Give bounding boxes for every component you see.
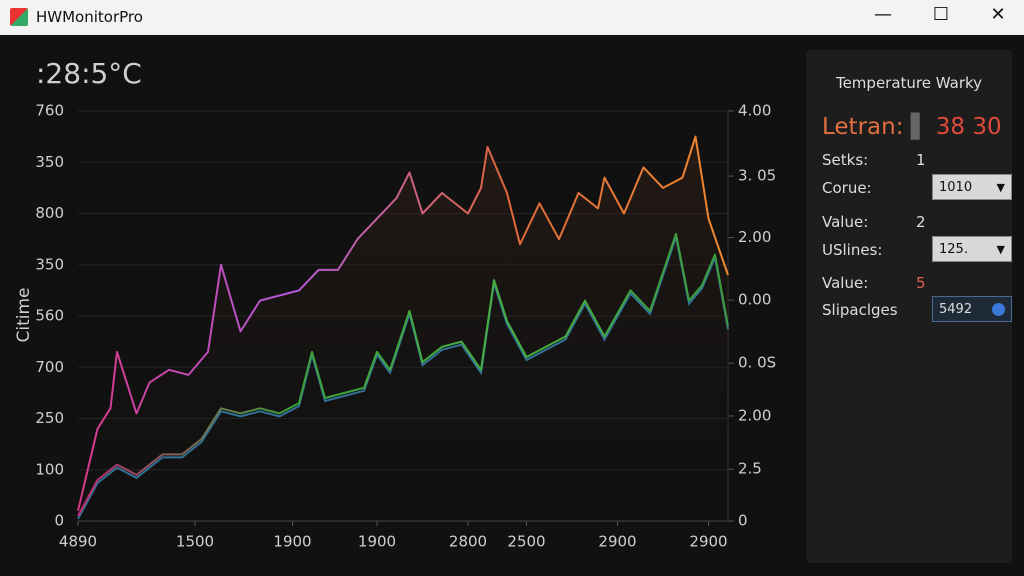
y-tick-label: 350 — [35, 255, 64, 273]
y-axis-label: Citime — [14, 287, 34, 342]
app-icon — [10, 8, 28, 26]
y2-tick-label: 3. 05 — [738, 167, 776, 185]
y-tick-label: 250 — [35, 409, 64, 427]
y-tick-label: 0 — [54, 512, 64, 530]
x-tick-label: 2800 — [449, 533, 487, 551]
row-label: Value: — [822, 213, 869, 231]
y-tick-label: 700 — [35, 358, 64, 376]
y2-tick-label: 0.00 — [738, 291, 771, 309]
row-label: Slipaclges — [822, 301, 898, 319]
dropdown-value: 1010 — [939, 180, 973, 195]
y-tick-label: 350 — [35, 153, 64, 171]
y2-tick-label: 0. 0S — [738, 354, 776, 372]
panel-row: Value: 2 — [822, 208, 1002, 236]
row-value: 5 — [916, 274, 926, 292]
chart: :28:5°C Citime 760 350 800 350 560 700 250 100 0… — [14, 57, 776, 551]
panel-row: Corue: 1010 ▼ — [822, 174, 1012, 202]
dropdown-value: 125. — [939, 242, 968, 257]
window-title: HWMonitorPro — [36, 8, 143, 26]
series-line — [77, 233, 729, 517]
row-label: USlines: — [822, 241, 883, 259]
row-value: 2 — [916, 213, 926, 231]
y-tick-label: 100 — [35, 460, 64, 478]
panel-row: Value: 5 — [822, 269, 1002, 297]
maximize[interactable]: ☐ — [932, 4, 950, 25]
series-line — [77, 135, 729, 512]
x-tick-label: 1900 — [358, 533, 396, 551]
y2-tick-label: 2.00 — [738, 228, 771, 246]
title-bar: HWMonitorPro — ☐ ✕ — [0, 0, 1024, 35]
row-value: 1 — [916, 151, 926, 169]
dropdown[interactable]: 1010 ▼ — [932, 174, 1012, 200]
row-label: Value: — [822, 274, 869, 292]
y-tick-label: 760 — [35, 102, 64, 120]
y-tick-label: 560 — [35, 307, 64, 325]
y2-tick-label: 2.5 — [738, 460, 762, 478]
input-value: 5492 — [939, 302, 973, 317]
minimize[interactable]: — — [874, 4, 892, 25]
x-tick-label: 4890 — [59, 533, 97, 551]
panel-row: Slipaclges 5492 — [822, 296, 1012, 324]
y2-tick-label: 4.00 — [738, 102, 771, 120]
close[interactable]: ✕ — [990, 4, 1006, 25]
panel-row: Setks: 1 — [822, 146, 1002, 174]
row-label: Corue: — [822, 179, 872, 197]
readout-value: 38 30 — [935, 114, 1002, 140]
y2-tick-label: 0 — [738, 512, 748, 530]
readout: :28:5°C — [36, 57, 142, 90]
input[interactable]: 5492 — [932, 296, 1012, 322]
side-panel: Temperature Warky Letran: ▌ 38 30 Setks:… — [806, 50, 1012, 563]
x-tick-label: 2900 — [598, 533, 636, 551]
panel-row: USlines: 125. ▼ — [822, 236, 1012, 264]
x-tick-label: 1500 — [176, 533, 214, 551]
x-tick-label: 2900 — [689, 533, 727, 551]
panel-title: Temperature Warky — [835, 74, 983, 92]
dropdown[interactable]: 125. ▼ — [932, 236, 1012, 262]
row-label: Setks: — [822, 151, 869, 169]
x-tick-label: 1900 — [273, 533, 311, 551]
panel-readout: Letran: ▌ 38 30 — [822, 114, 1002, 140]
x-tick-label: 2500 — [507, 533, 545, 551]
readout-label: Letran: — [822, 114, 904, 140]
y-tick-label: 800 — [35, 204, 64, 222]
y2-tick-label: 2.00 — [738, 406, 771, 424]
